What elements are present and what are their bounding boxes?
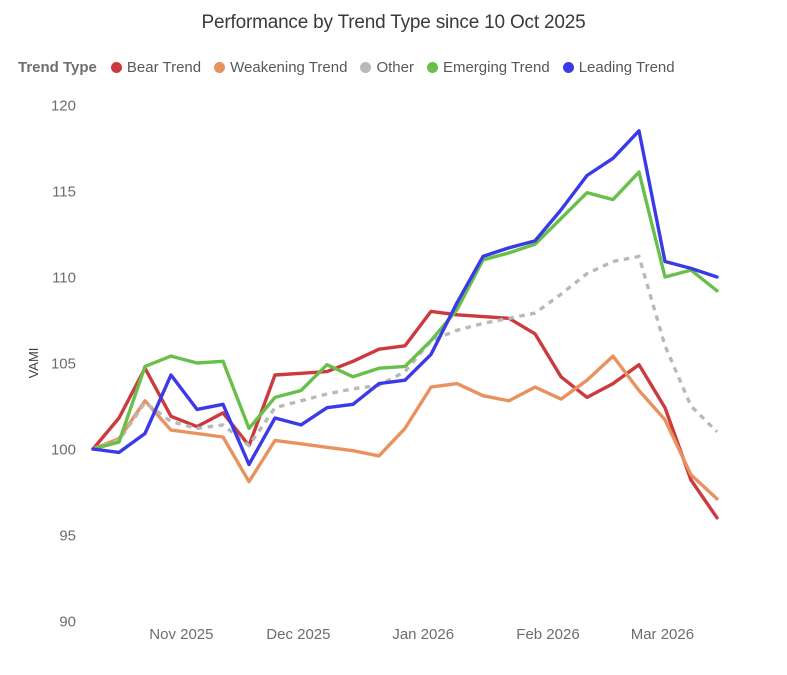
x-tick-mar-2026: Mar 2026 (631, 626, 694, 643)
x-tick-jan-2026: Jan 2026 (392, 626, 454, 643)
series-line-weakening-trend (91, 354, 719, 501)
y-axis-tick-labels: 90 95 100 105 110 115 120 (51, 98, 76, 631)
legend-item-label: Leading Trend (578, 59, 675, 76)
y-tick-90: 90 (59, 614, 76, 631)
legend-item-emerging-trend[interactable]: Emerging Trend (426, 59, 550, 76)
legend-item-label: Other (376, 59, 414, 76)
emerging-trend-dot-icon (426, 62, 438, 73)
series-line-emerging-trend (91, 170, 719, 451)
chart-title: Performance by Trend Type since 10 Oct 2… (201, 12, 586, 33)
legend-item-weakening-trend[interactable]: Weakening Trend (214, 59, 347, 76)
legend-item-label: Weakening Trend (230, 59, 348, 76)
legend-item-label: Emerging Trend (442, 59, 550, 76)
series-line-leading-trend (91, 129, 719, 467)
leading-trend-dot-icon (562, 62, 574, 73)
x-tick-dec-2025: Dec 2025 (266, 626, 330, 643)
series-lines (91, 129, 719, 520)
bear-trend-dot-icon (110, 62, 122, 73)
y-tick-110: 110 (52, 270, 76, 287)
y-tick-95: 95 (59, 528, 76, 545)
y-tick-120: 120 (51, 98, 76, 115)
legend: Trend Type Bear Trend Weakening Trend Othe… (18, 59, 778, 76)
legend-item-leading-trend[interactable]: Leading Trend (562, 59, 675, 76)
x-tick-feb-2026: Feb 2026 (516, 626, 579, 643)
legend-title: Trend Type (18, 59, 97, 76)
legend-item-bear-trend[interactable]: Bear Trend (110, 59, 202, 76)
y-tick-100: 100 (51, 442, 76, 459)
x-tick-nov-2025: Nov 2025 (149, 626, 213, 643)
weakening-trend-dot-icon (214, 62, 226, 73)
y-tick-115: 115 (52, 184, 76, 201)
legend-item-label: Bear Trend (126, 59, 202, 76)
y-axis-title: VAMI (26, 348, 41, 379)
y-tick-105: 105 (51, 356, 76, 373)
series-line-bear-trend (91, 309, 719, 520)
other-dot-icon (360, 62, 372, 73)
series-line-other (92, 254, 719, 451)
x-axis-tick-labels: Nov 2025 Dec 2025 Jan 2026 Feb 2026 Mar 2026 (149, 626, 694, 643)
legend-item-other[interactable]: Other (360, 59, 414, 76)
